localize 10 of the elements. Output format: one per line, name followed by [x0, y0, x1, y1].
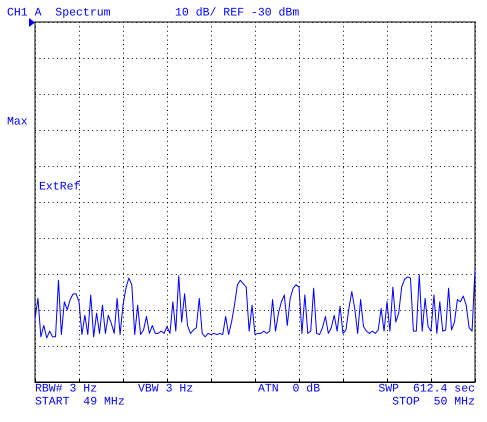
text: ATN 0 dB: [258, 382, 320, 396]
text: RBW# 3 Hz: [35, 382, 98, 396]
text: ExtRef: [39, 180, 81, 194]
text: Max: [7, 116, 28, 128]
chart-subtitle: 10 dB/ REF -30 dBm: [175, 6, 300, 20]
text: SWP 612.4 sec: [378, 382, 476, 396]
text: STOP 50 MHz: [392, 396, 475, 408]
text: START 49 MHz: [35, 396, 125, 408]
chart-title: CH1 A Spectrum: [7, 6, 111, 20]
text: VBW 3 Hz: [138, 382, 194, 396]
